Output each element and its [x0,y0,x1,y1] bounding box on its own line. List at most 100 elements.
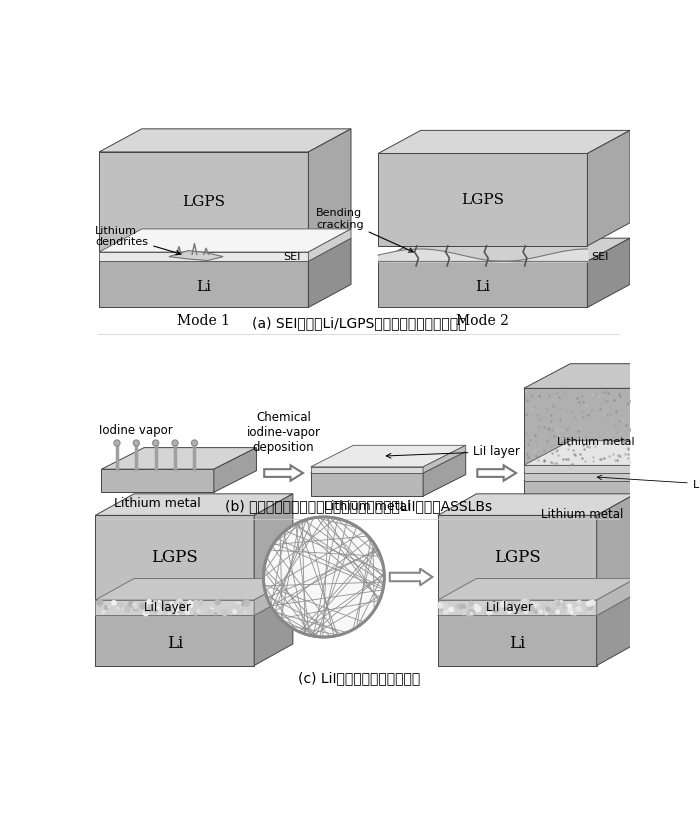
Polygon shape [378,154,587,246]
Circle shape [589,600,595,605]
Circle shape [140,604,145,609]
Circle shape [134,606,138,611]
Circle shape [211,605,214,607]
Circle shape [236,602,237,604]
Circle shape [195,610,199,614]
Circle shape [470,612,473,614]
Circle shape [153,609,155,611]
Circle shape [538,608,542,612]
Circle shape [460,605,466,609]
Polygon shape [264,466,303,480]
Polygon shape [311,445,466,467]
Circle shape [185,603,187,605]
Circle shape [117,607,119,609]
Polygon shape [524,456,687,480]
Circle shape [153,440,159,446]
Circle shape [469,601,473,605]
Circle shape [527,602,531,606]
Circle shape [169,613,170,614]
Circle shape [214,602,218,605]
Circle shape [193,600,199,606]
Circle shape [440,605,446,611]
Circle shape [484,605,489,610]
Polygon shape [311,452,466,473]
Polygon shape [640,456,687,504]
Circle shape [545,612,547,615]
Circle shape [468,610,474,616]
Circle shape [556,610,560,614]
Polygon shape [524,449,687,473]
Circle shape [179,602,182,605]
Circle shape [530,602,536,608]
Circle shape [589,611,590,613]
Polygon shape [309,239,351,307]
Circle shape [485,610,489,614]
Circle shape [194,612,197,615]
Polygon shape [438,600,596,615]
Circle shape [233,605,238,609]
Circle shape [155,607,161,613]
Circle shape [573,609,577,615]
Circle shape [540,610,542,613]
Circle shape [534,609,538,614]
Circle shape [563,607,565,609]
Polygon shape [99,152,309,252]
Text: LiI layer: LiI layer [486,601,533,614]
Circle shape [108,605,110,608]
Circle shape [174,609,177,612]
Polygon shape [596,578,636,615]
Circle shape [442,605,444,607]
Circle shape [475,606,481,612]
Circle shape [452,609,454,611]
Text: Bending
cracking: Bending cracking [316,208,413,252]
Circle shape [174,607,179,613]
Circle shape [546,607,550,611]
Text: LGPS: LGPS [0,816,1,817]
Polygon shape [378,261,587,307]
Circle shape [587,601,592,606]
Circle shape [552,608,554,610]
Circle shape [232,609,236,614]
Text: LiI layer: LiI layer [386,445,520,458]
Circle shape [176,610,180,614]
Polygon shape [438,615,596,666]
Polygon shape [640,364,687,466]
Circle shape [199,600,203,605]
Circle shape [570,611,574,614]
Circle shape [587,604,592,610]
Circle shape [133,603,136,606]
Polygon shape [99,129,351,152]
Text: Mode 2: Mode 2 [456,315,509,328]
Circle shape [545,609,548,612]
Circle shape [438,603,443,608]
Circle shape [158,600,160,603]
Circle shape [148,605,153,609]
Polygon shape [524,466,640,473]
Polygon shape [311,473,423,496]
Polygon shape [438,578,636,600]
Circle shape [552,608,555,610]
Circle shape [561,611,564,614]
Circle shape [581,609,582,611]
Circle shape [154,600,157,603]
Circle shape [549,610,552,613]
Circle shape [577,607,581,610]
Circle shape [461,609,466,614]
Text: SEI: SEI [284,252,300,261]
Circle shape [190,611,194,614]
Circle shape [176,599,183,605]
Circle shape [538,606,541,610]
Polygon shape [254,493,293,600]
Text: LGPS: LGPS [494,549,540,566]
Circle shape [211,606,214,609]
Circle shape [156,609,162,614]
Circle shape [534,603,539,608]
Polygon shape [524,473,640,480]
Text: Chemical
iodine-vapor
deposition: Chemical iodine-vapor deposition [246,411,321,453]
Circle shape [143,610,148,616]
Polygon shape [477,466,516,480]
Circle shape [144,609,148,613]
Circle shape [239,602,241,604]
Circle shape [214,613,216,614]
Text: Li: Li [167,635,183,651]
